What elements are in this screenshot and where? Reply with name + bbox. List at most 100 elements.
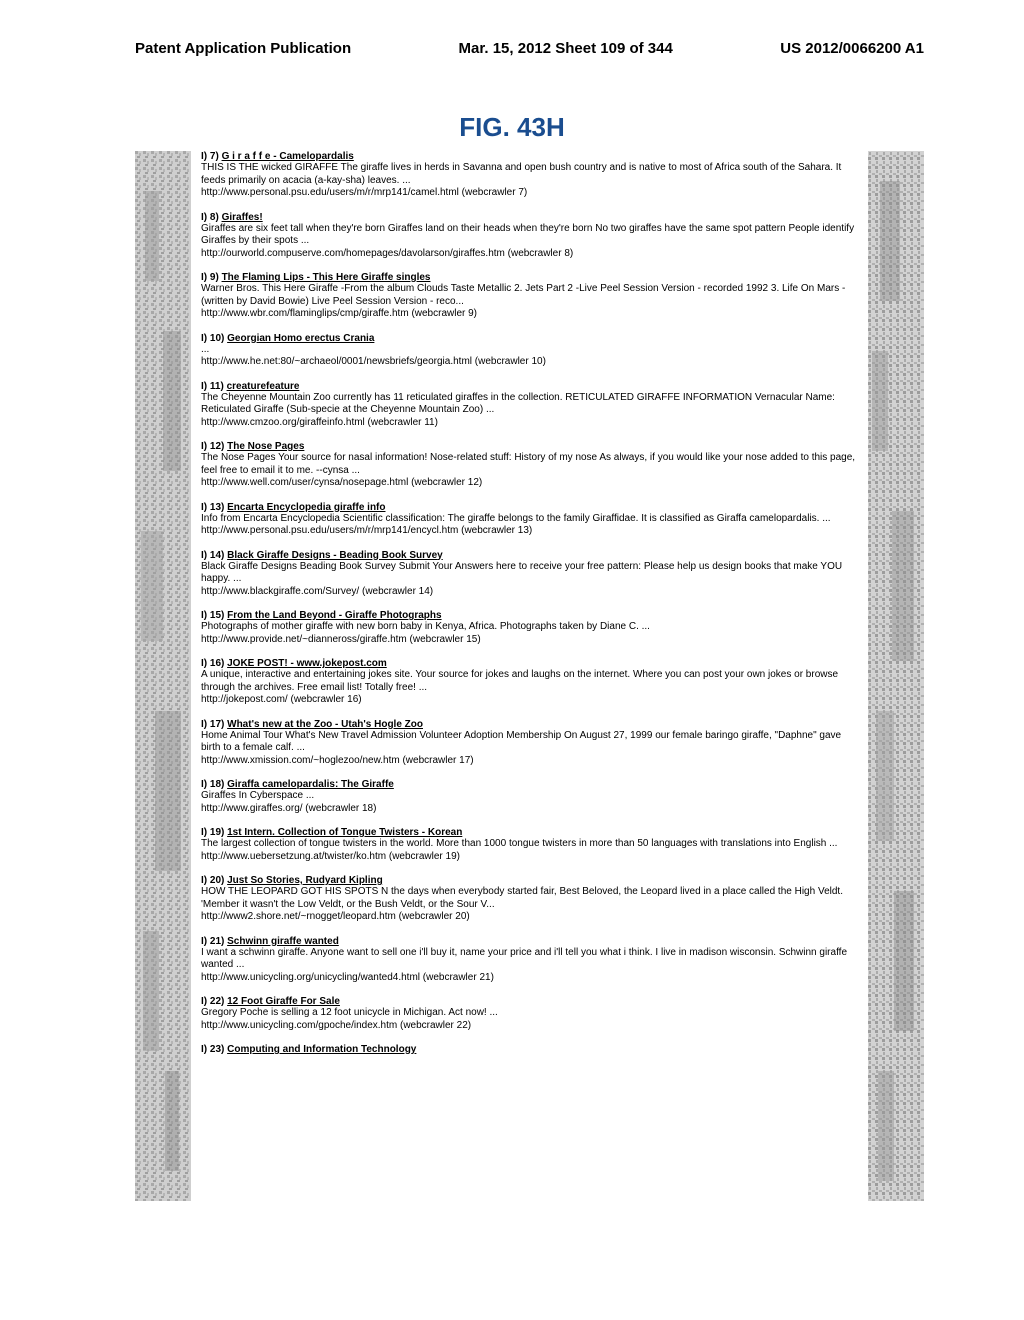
result-title: I) 18) Giraffa camelopardalis: The Giraf… (201, 779, 858, 790)
search-result: I) 9) The Flaming Lips - This Here Giraf… (201, 272, 858, 321)
result-number: I) 13) (201, 502, 227, 513)
result-title: I) 22) 12 Foot Giraffe For Sale (201, 996, 858, 1007)
result-title: I) 11) creaturefeature (201, 381, 858, 392)
result-url: http://www.wbr.com/flaminglips/cmp/giraf… (201, 308, 858, 321)
result-number: I) 9) (201, 272, 222, 283)
result-description: Home Animal Tour What's New Travel Admis… (201, 730, 858, 755)
result-link[interactable]: G i r a f f e - Camelopardalis (222, 151, 354, 162)
search-result: I) 12) The Nose PagesThe Nose Pages Your… (201, 441, 858, 490)
search-result: I) 15) From the Land Beyond - Giraffe Ph… (201, 610, 858, 646)
result-title: I) 15) From the Land Beyond - Giraffe Ph… (201, 610, 858, 621)
result-link[interactable]: Schwinn giraffe wanted (227, 936, 339, 947)
result-title: I) 21) Schwinn giraffe wanted (201, 936, 858, 947)
header-right: US 2012/0066200 A1 (780, 40, 924, 57)
result-number: I) 12) (201, 441, 227, 452)
search-result: I) 18) Giraffa camelopardalis: The Giraf… (201, 779, 858, 815)
right-image-strip (868, 151, 924, 1201)
result-link[interactable]: 12 Foot Giraffe For Sale (227, 996, 340, 1007)
result-link[interactable]: JOKE POST! - www.jokepost.com (227, 658, 387, 669)
result-number: I) 11) (201, 381, 227, 392)
header-center: Mar. 15, 2012 Sheet 109 of 344 (459, 40, 673, 57)
result-url: http://www2.shore.net/~rnogget/leopard.h… (201, 911, 858, 924)
result-description: THIS IS THE wicked GIRAFFE The giraffe l… (201, 162, 858, 187)
result-description: The Cheyenne Mountain Zoo currently has … (201, 392, 858, 417)
result-link[interactable]: From the Land Beyond - Giraffe Photograp… (227, 610, 441, 621)
search-result: I) 8) Giraffes!Giraffes are six feet tal… (201, 212, 858, 261)
result-number: I) 15) (201, 610, 227, 621)
result-url: http://www.he.net:80/~archaeol/0001/news… (201, 356, 858, 369)
result-title: I) 10) Georgian Homo erectus Crania (201, 333, 858, 344)
search-result: I) 13) Encarta Encyclopedia giraffe info… (201, 502, 858, 538)
result-url: http://www.uebersetzung.at/twister/ko.ht… (201, 851, 858, 864)
search-result: I) 11) creaturefeatureThe Cheyenne Mount… (201, 381, 858, 430)
result-number: I) 18) (201, 779, 227, 790)
page-header: Patent Application Publication Mar. 15, … (0, 0, 1024, 57)
result-url: http://ourworld.compuserve.com/homepages… (201, 248, 858, 261)
result-link[interactable]: Black Giraffe Designs - Beading Book Sur… (227, 550, 443, 561)
result-link[interactable]: Giraffa camelopardalis: The Giraffe (227, 779, 394, 790)
search-results-list: I) 7) G i r a f f e - CamelopardalisTHIS… (201, 151, 858, 1201)
result-title: I) 12) The Nose Pages (201, 441, 858, 452)
result-title: I) 13) Encarta Encyclopedia giraffe info (201, 502, 858, 513)
result-link[interactable]: creaturefeature (227, 381, 300, 392)
result-description: The Nose Pages Your source for nasal inf… (201, 452, 858, 477)
result-number: I) 20) (201, 875, 227, 886)
search-result: I) 17) What's new at the Zoo - Utah's Ho… (201, 719, 858, 768)
result-description: Warner Bros. This Here Giraffe -From the… (201, 283, 858, 308)
result-link[interactable]: Georgian Homo erectus Crania (227, 333, 374, 344)
result-url: http://www.cmzoo.org/giraffeinfo.html (w… (201, 417, 858, 430)
result-number: I) 17) (201, 719, 227, 730)
result-number: I) 23) (201, 1044, 227, 1055)
result-title: I) 14) Black Giraffe Designs - Beading B… (201, 550, 858, 561)
result-url: http://www.personal.psu.edu/users/m/r/mr… (201, 187, 858, 200)
result-title: I) 16) JOKE POST! - www.jokepost.com (201, 658, 858, 669)
result-description: Giraffes are six feet tall when they're … (201, 223, 858, 248)
result-link[interactable]: Giraffes! (222, 212, 263, 223)
result-title: I) 20) Just So Stories, Rudyard Kipling (201, 875, 858, 886)
result-description: Gregory Poche is selling a 12 foot unicy… (201, 1007, 858, 1020)
result-link[interactable]: Computing and Information Technology (227, 1044, 416, 1055)
result-number: I) 22) (201, 996, 227, 1007)
content-area: I) 7) G i r a f f e - CamelopardalisTHIS… (0, 151, 1024, 1201)
result-title: I) 23) Computing and Information Technol… (201, 1044, 858, 1055)
result-number: I) 8) (201, 212, 222, 223)
result-description: Photographs of mother giraffe with new b… (201, 621, 858, 634)
search-result: I) 16) JOKE POST! - www.jokepost.comA un… (201, 658, 858, 707)
result-url: http://www.personal.psu.edu/users/m/r/mr… (201, 525, 858, 538)
search-result: I) 21) Schwinn giraffe wantedI want a sc… (201, 936, 858, 985)
result-link[interactable]: What's new at the Zoo - Utah's Hogle Zoo (227, 719, 423, 730)
result-description: A unique, interactive and entertaining j… (201, 669, 858, 694)
result-title: I) 17) What's new at the Zoo - Utah's Ho… (201, 719, 858, 730)
result-number: I) 7) (201, 151, 222, 162)
result-url: http://www.unicycling.com/gpoche/index.h… (201, 1020, 858, 1033)
result-link[interactable]: The Flaming Lips - This Here Giraffe sin… (222, 272, 431, 283)
result-description: HOW THE LEOPARD GOT HIS SPOTS N the days… (201, 886, 858, 911)
result-link[interactable]: 1st Intern. Collection of Tongue Twister… (227, 827, 462, 838)
result-url: http://www.unicycling.org/unicycling/wan… (201, 972, 858, 985)
result-number: I) 14) (201, 550, 227, 561)
result-link[interactable]: Encarta Encyclopedia giraffe info (227, 502, 385, 513)
result-number: I) 10) (201, 333, 227, 344)
result-url: http://jokepost.com/ (webcrawler 16) (201, 694, 858, 707)
result-url: http://www.xmission.com/~hoglezoo/new.ht… (201, 755, 858, 768)
result-description: I want a schwinn giraffe. Anyone want to… (201, 947, 858, 972)
result-description: Giraffes In Cyberspace ... (201, 790, 858, 803)
result-title: I) 9) The Flaming Lips - This Here Giraf… (201, 272, 858, 283)
search-result: I) 10) Georgian Homo erectus Crania...ht… (201, 333, 858, 369)
result-number: I) 21) (201, 936, 227, 947)
result-number: I) 16) (201, 658, 227, 669)
search-result: I) 20) Just So Stories, Rudyard KiplingH… (201, 875, 858, 924)
result-link[interactable]: The Nose Pages (227, 441, 304, 452)
result-url: http://www.giraffes.org/ (webcrawler 18) (201, 803, 858, 816)
result-description: Info from Encarta Encyclopedia Scientifi… (201, 513, 858, 526)
result-description: Black Giraffe Designs Beading Book Surve… (201, 561, 858, 586)
result-link[interactable]: Just So Stories, Rudyard Kipling (227, 875, 383, 886)
header-left: Patent Application Publication (135, 40, 351, 57)
search-result: I) 19) 1st Intern. Collection of Tongue … (201, 827, 858, 863)
result-description: ... (201, 344, 858, 357)
search-result: I) 22) 12 Foot Giraffe For SaleGregory P… (201, 996, 858, 1032)
search-result: I) 7) G i r a f f e - CamelopardalisTHIS… (201, 151, 858, 200)
result-description: The largest collection of tongue twister… (201, 838, 858, 851)
result-number: I) 19) (201, 827, 227, 838)
result-url: http://www.provide.net/~dianneross/giraf… (201, 634, 858, 647)
